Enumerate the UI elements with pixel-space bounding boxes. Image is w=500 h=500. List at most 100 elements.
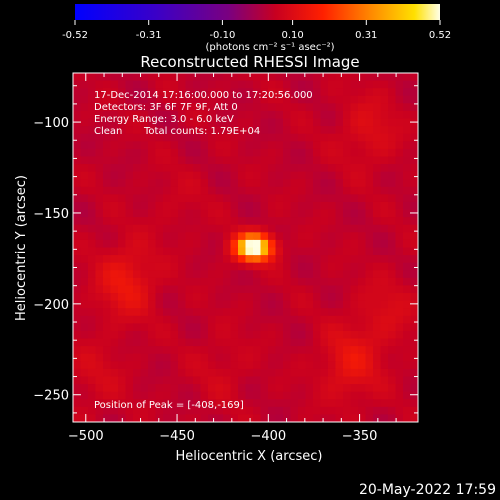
heatmap-cell (343, 399, 352, 408)
heatmap-cell (95, 368, 104, 378)
heatmap-cell (335, 156, 344, 165)
heatmap-cell (148, 201, 157, 211)
heatmap-cell (80, 232, 89, 241)
heatmap-cell (380, 285, 389, 294)
heatmap-cell (88, 164, 97, 173)
heatmap-cell (133, 95, 142, 104)
heatmap-cell (185, 277, 194, 287)
heatmap-cell (283, 186, 292, 195)
heatmap-cell (380, 239, 389, 249)
heatmap-cell (110, 300, 119, 309)
heatmap-cell (305, 315, 314, 324)
heatmap-cell (373, 209, 382, 218)
heatmap-cell (118, 201, 127, 211)
heatmap-cell (163, 239, 172, 249)
heatmap-cell (238, 201, 247, 211)
heatmap-cell (298, 156, 307, 165)
heatmap-cell (343, 285, 352, 294)
heatmap-cell (178, 73, 187, 82)
heatmap-cell (275, 103, 284, 112)
heatmap-cell (380, 346, 389, 355)
heatmap-cell (140, 186, 149, 195)
heatmap-cell (245, 285, 254, 294)
heatmap-cell (223, 368, 232, 378)
heatmap-cell (178, 277, 187, 287)
heatmap-cell (73, 255, 82, 264)
heatmap-cell (328, 323, 337, 332)
heatmap-cell (245, 103, 254, 112)
heatmap-cell (148, 368, 157, 378)
heatmap-cell (185, 126, 194, 135)
heatmap-cell (380, 262, 389, 271)
heatmap-cell (170, 308, 179, 317)
heatmap-cell (73, 346, 82, 355)
heatmap-cell (238, 262, 247, 271)
heatmap-cell (125, 255, 134, 264)
heatmap-cell (178, 194, 187, 203)
heatmap-cell (328, 179, 337, 188)
heatmap-cell (313, 133, 322, 142)
heatmap-cell (283, 330, 292, 340)
heatmap-cell (208, 95, 217, 104)
heatmap-cell (328, 103, 337, 112)
heatmap-cell (343, 406, 352, 416)
colorbar-ticks: -0.52 -0.31 -0.10 0.10 0.31 0.52 (62, 20, 451, 41)
heatmap-cell (163, 224, 172, 233)
heatmap-cell (313, 285, 322, 294)
heatmap-cell (245, 293, 254, 302)
heatmap-cell (155, 308, 164, 317)
heatmap-cell (170, 270, 179, 279)
heatmap-cell (208, 308, 217, 317)
heatmap-cell (253, 239, 262, 249)
heatmap-cell (208, 330, 217, 340)
heatmap-cell (283, 247, 292, 256)
heatmap-cell (125, 148, 134, 158)
heatmap-cell (388, 293, 397, 302)
heatmap-cell (283, 80, 292, 89)
heatmap-cell (155, 277, 164, 287)
heatmap-cell (200, 414, 209, 422)
heatmap-cell (268, 179, 277, 188)
heatmap-cell (290, 293, 299, 302)
heatmap-cell (298, 95, 307, 104)
heatmap-cell (73, 209, 82, 218)
heatmap-cell (388, 133, 397, 142)
heatmap-cell (275, 88, 284, 97)
heatmap-cell (118, 126, 127, 135)
heatmap-cell (313, 80, 322, 89)
heatmap-cell (215, 209, 224, 218)
heatmap-cell (410, 133, 418, 142)
heatmap-cell (298, 391, 307, 400)
heatmap-cell (358, 315, 367, 324)
heatmap-cell (110, 148, 119, 158)
heatmap-cell (335, 194, 344, 203)
heatmap-cell (350, 338, 359, 347)
heatmap-cell (298, 361, 307, 370)
heatmap-cell (410, 399, 418, 408)
heatmap-cell (88, 209, 97, 218)
heatmap-cell (380, 414, 389, 422)
heatmap-cell (125, 308, 134, 317)
heatmap-cell (365, 80, 374, 89)
heatmap-cell (283, 376, 292, 385)
heatmap-cell (388, 148, 397, 158)
heatmap-cell (320, 209, 329, 218)
heatmap-cell (133, 88, 142, 97)
heatmap-cell (260, 391, 269, 400)
heatmap-cell (290, 95, 299, 104)
heatmap-cell (395, 186, 404, 195)
heatmap-cell (140, 95, 149, 104)
heatmap-cell (95, 110, 104, 120)
heatmap-cell (298, 376, 307, 385)
heatmap-cell (148, 217, 157, 226)
heatmap-cell (125, 414, 134, 422)
heatmap-cell (163, 156, 172, 165)
heatmap-cell (283, 239, 292, 249)
heatmap-cell (268, 141, 277, 150)
heatmap-cell (208, 406, 217, 416)
heatmap-cell (335, 338, 344, 347)
heatmap-cell (253, 368, 262, 378)
heatmap-cell (208, 346, 217, 355)
heatmap-cell (320, 330, 329, 340)
heatmap-cell (223, 270, 232, 279)
